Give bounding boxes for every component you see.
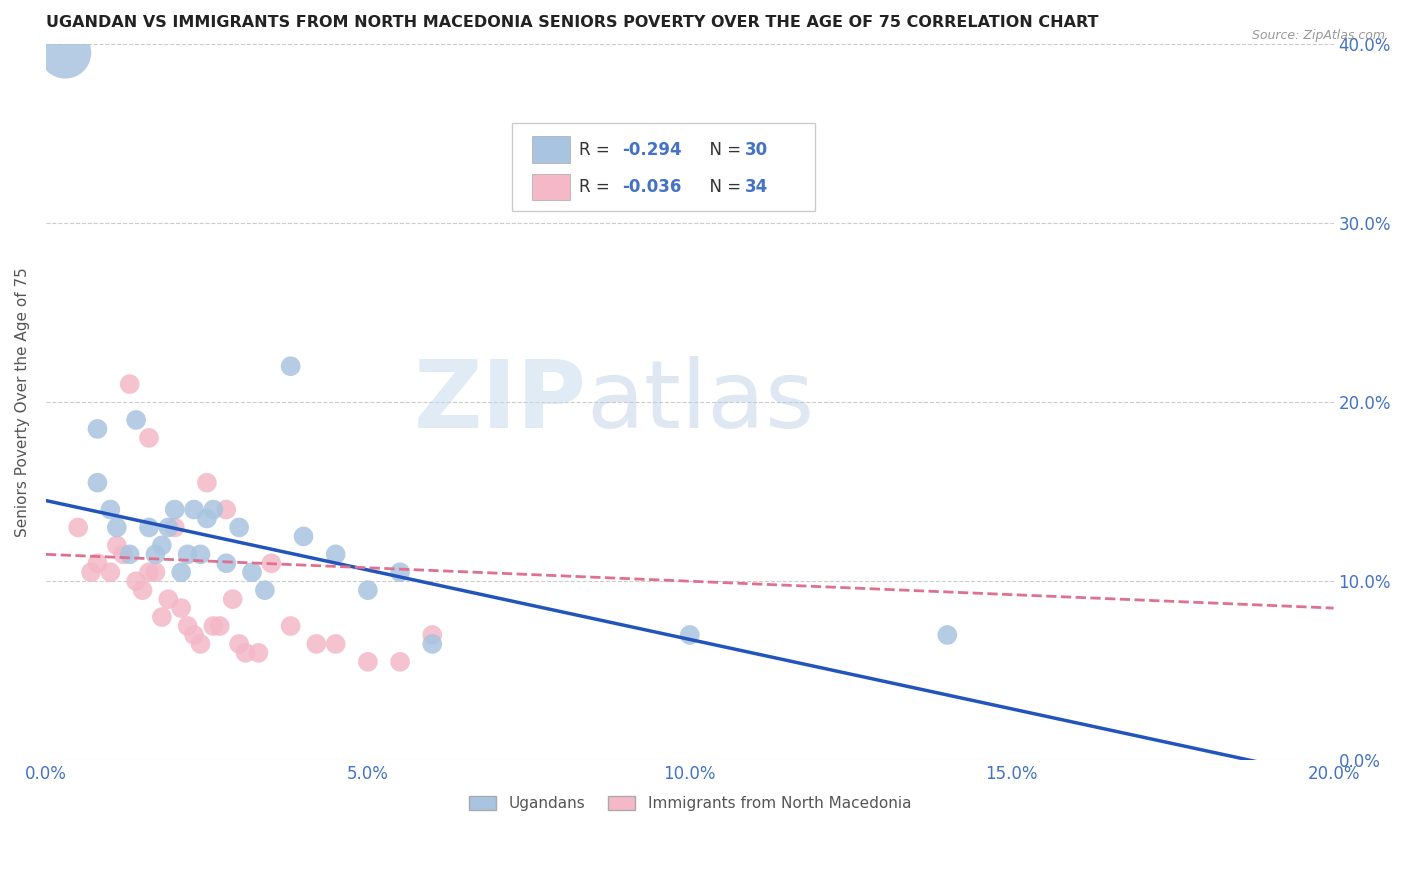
Point <box>292 529 315 543</box>
Point <box>53 45 76 60</box>
Text: Source: ZipAtlas.com: Source: ZipAtlas.com <box>1251 29 1385 42</box>
Point <box>228 520 250 534</box>
Point <box>163 520 186 534</box>
Point <box>170 601 193 615</box>
Point <box>389 566 412 580</box>
Text: R =: R = <box>579 178 616 196</box>
Point <box>221 592 243 607</box>
Point <box>86 422 108 436</box>
Text: 34: 34 <box>745 178 769 196</box>
Point <box>138 520 160 534</box>
Point <box>228 637 250 651</box>
Point <box>150 610 173 624</box>
Point <box>125 574 148 589</box>
Point <box>325 637 347 651</box>
Point <box>420 628 443 642</box>
Text: -0.036: -0.036 <box>621 178 681 196</box>
Text: N =: N = <box>699 178 747 196</box>
Text: atlas: atlas <box>586 356 815 448</box>
Point <box>202 619 225 633</box>
Legend: Ugandans, Immigrants from North Macedonia: Ugandans, Immigrants from North Macedoni… <box>463 790 917 817</box>
Point <box>235 646 257 660</box>
Point <box>190 637 212 651</box>
Point <box>215 502 238 516</box>
Text: N =: N = <box>699 141 747 159</box>
Point <box>138 431 160 445</box>
Point <box>215 556 238 570</box>
Point <box>176 619 198 633</box>
Point <box>98 566 121 580</box>
Point <box>253 583 276 598</box>
Point <box>247 646 270 660</box>
Point <box>163 502 186 516</box>
Point <box>280 619 302 633</box>
Point <box>157 520 180 534</box>
Point <box>105 520 128 534</box>
Point <box>86 475 108 490</box>
Point <box>176 547 198 561</box>
Point <box>357 655 380 669</box>
Text: UGANDAN VS IMMIGRANTS FROM NORTH MACEDONIA SENIORS POVERTY OVER THE AGE OF 75 CO: UGANDAN VS IMMIGRANTS FROM NORTH MACEDON… <box>46 15 1098 30</box>
Y-axis label: Seniors Poverty Over the Age of 75: Seniors Poverty Over the Age of 75 <box>15 267 30 537</box>
Text: -0.294: -0.294 <box>621 141 682 159</box>
Point <box>420 637 443 651</box>
Point <box>67 520 90 534</box>
Point <box>202 502 225 516</box>
Point <box>157 592 180 607</box>
Point <box>98 502 121 516</box>
Point <box>389 655 412 669</box>
Text: R =: R = <box>579 141 616 159</box>
Point <box>325 547 347 561</box>
Point <box>195 475 218 490</box>
Point <box>105 538 128 552</box>
Point <box>118 547 141 561</box>
Point <box>208 619 231 633</box>
Point <box>80 566 103 580</box>
Point <box>190 547 212 561</box>
Point <box>125 413 148 427</box>
Point <box>183 502 205 516</box>
Point <box>131 583 153 598</box>
Point <box>150 538 173 552</box>
Point <box>305 637 328 651</box>
Point <box>679 628 702 642</box>
Point <box>260 556 283 570</box>
Point <box>195 511 218 525</box>
Point <box>240 566 263 580</box>
Point <box>86 556 108 570</box>
Point <box>170 566 193 580</box>
Point <box>145 566 167 580</box>
Text: 30: 30 <box>745 141 769 159</box>
Point <box>183 628 205 642</box>
Point <box>138 566 160 580</box>
Point <box>112 547 135 561</box>
Point <box>357 583 380 598</box>
Point <box>118 377 141 392</box>
Text: ZIP: ZIP <box>413 356 586 448</box>
Point <box>936 628 959 642</box>
Point <box>280 359 302 374</box>
Point <box>145 547 167 561</box>
